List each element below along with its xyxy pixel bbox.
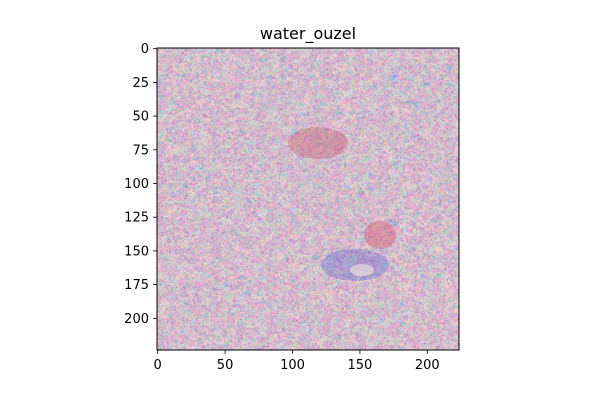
y-tick-label: 150 bbox=[124, 244, 149, 259]
image-frame bbox=[156, 47, 460, 351]
y-tick-label: 50 bbox=[132, 110, 149, 125]
x-tick-label: 200 bbox=[415, 358, 440, 373]
y-tick-label: 100 bbox=[124, 177, 149, 192]
visualization-image bbox=[157, 48, 459, 350]
y-axis: 0 25 50 75 100 125 150 175 200 bbox=[124, 42, 157, 327]
x-axis: 0 50 100 150 200 bbox=[154, 350, 440, 373]
y-tick-label: 175 bbox=[124, 278, 149, 293]
y-tick-label: 0 bbox=[141, 42, 149, 57]
y-tick-label: 125 bbox=[124, 211, 149, 226]
y-tick-label: 200 bbox=[124, 312, 149, 327]
y-tick-label: 25 bbox=[132, 76, 149, 91]
x-tick-label: 50 bbox=[217, 358, 234, 373]
x-tick-label: 0 bbox=[154, 358, 162, 373]
x-tick-label: 100 bbox=[280, 358, 305, 373]
x-tick-label: 150 bbox=[347, 358, 372, 373]
y-tick-label: 75 bbox=[132, 143, 149, 158]
plot-title: water_ouzel bbox=[260, 24, 356, 44]
